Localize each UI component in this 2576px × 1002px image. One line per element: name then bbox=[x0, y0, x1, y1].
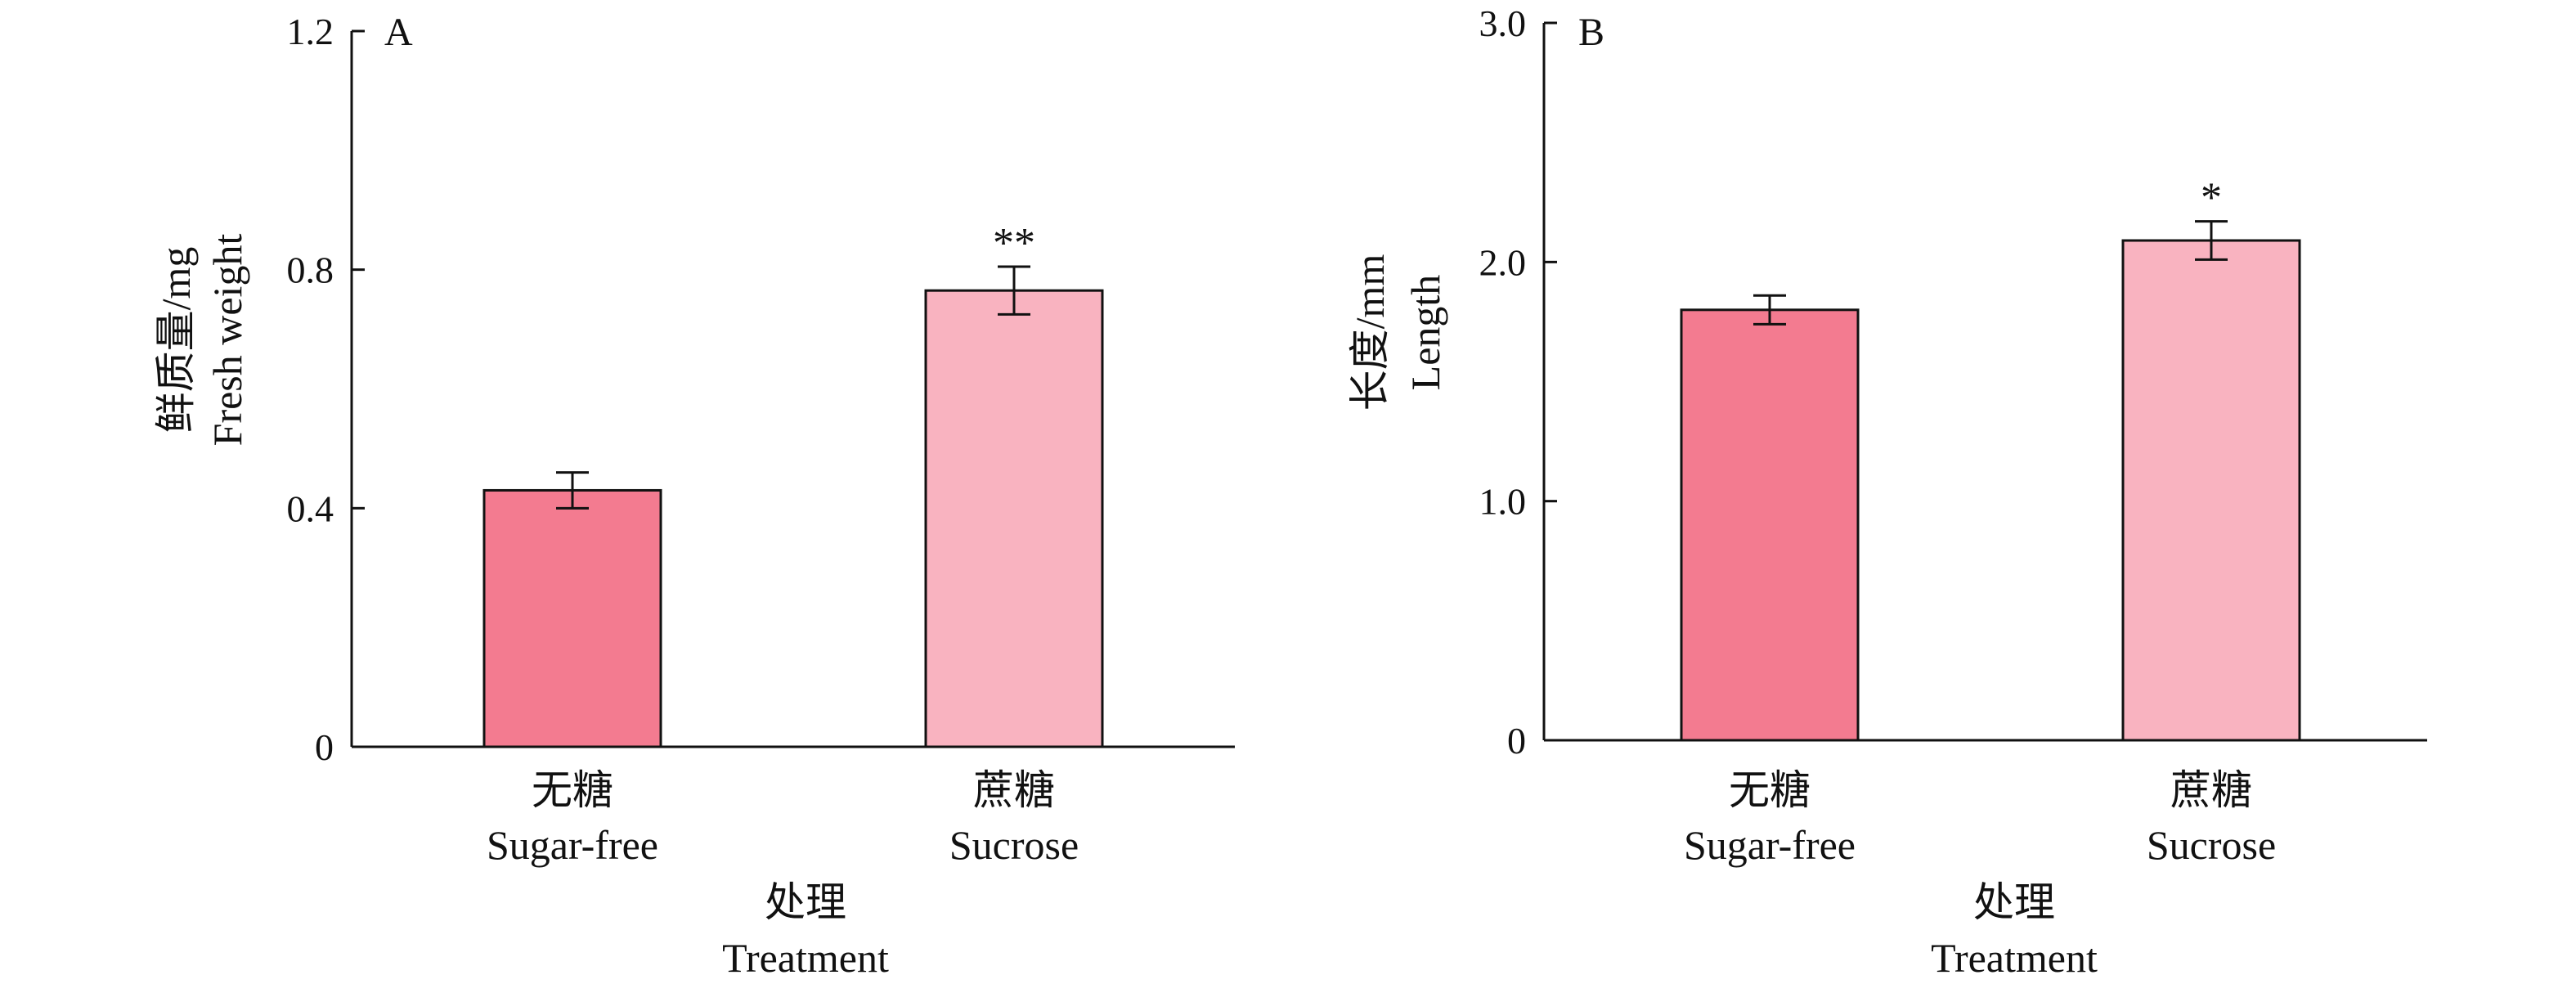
bar-sucrose bbox=[2121, 239, 2301, 742]
panel-letter: B bbox=[1578, 11, 1604, 54]
x-axis-title-zh: 处理 bbox=[765, 879, 846, 925]
y-axis-title-zh: 鲜质量/mg bbox=[153, 247, 199, 434]
error-bar bbox=[998, 265, 1030, 316]
y-tick-label: 0.8 bbox=[287, 249, 334, 291]
y-tick-label: 1.2 bbox=[287, 11, 334, 52]
significance-marker: ** bbox=[993, 220, 1035, 267]
y-tick-label: 1.0 bbox=[1479, 481, 1527, 523]
bar-sugar-free bbox=[482, 488, 662, 748]
x-axis-title-zh: 处理 bbox=[1973, 879, 2055, 925]
x-axis-title-en: Treatment bbox=[1931, 935, 2098, 981]
y-tick-label: 0 bbox=[315, 726, 334, 768]
category-label-en: Sucrose bbox=[949, 822, 1079, 868]
panel-letter: A bbox=[384, 11, 413, 54]
error-bar bbox=[1753, 294, 1786, 326]
category-label-zh: 蔗糖 bbox=[2170, 767, 2252, 813]
category-label-zh: 蔗糖 bbox=[973, 767, 1055, 813]
panel-b: 0 1.0 2.0 3.0 B 无糖 Sugar-free * 蔗糖 Sucrose 长度/mm Le… bbox=[1347, 2, 2427, 981]
significance-marker: * bbox=[2201, 175, 2222, 222]
bar-sugar-free bbox=[1680, 308, 1860, 742]
y-axis-title-en: Length bbox=[1402, 275, 1448, 391]
error-bar bbox=[556, 471, 589, 510]
y-tick-label: 2.0 bbox=[1479, 241, 1527, 283]
error-bar bbox=[2195, 220, 2228, 261]
y-tick-label: 0 bbox=[1507, 720, 1526, 762]
category-label-zh: 无糖 bbox=[532, 767, 613, 813]
y-tick-label: 3.0 bbox=[1479, 2, 1527, 44]
bar-sucrose bbox=[924, 289, 1104, 748]
y-axis-title-en: Fresh weight bbox=[204, 234, 250, 447]
category-label-zh: 无糖 bbox=[1729, 767, 1811, 813]
category-label-en: Sucrose bbox=[2147, 822, 2276, 868]
x-axis-title-en: Treatment bbox=[722, 935, 889, 981]
y-axis-title-zh: 长度/mm bbox=[1347, 254, 1393, 411]
y-tick-label: 0.4 bbox=[287, 488, 334, 529]
panel-a: 0 0.4 0.8 1.2 A 无糖 Sugar-free ** 蔗糖 Sucrose 鲜质量/mg… bbox=[153, 11, 1235, 981]
category-label-en: Sugar-free bbox=[487, 822, 658, 868]
category-label-en: Sugar-free bbox=[1684, 822, 1856, 868]
